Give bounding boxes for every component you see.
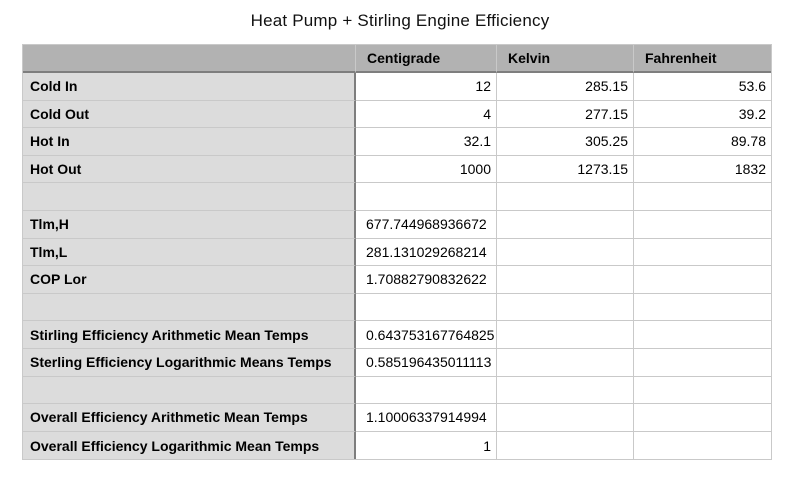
- cell-centigrade: [356, 293, 497, 322]
- cell-kelvin: 1273.15: [497, 155, 634, 184]
- cell-kelvin: [497, 321, 634, 349]
- header-kelvin: Kelvin: [497, 45, 634, 73]
- cell-kelvin: [497, 266, 634, 294]
- cell-kelvin: 305.25: [497, 128, 634, 156]
- efficiency-table: Centigrade Kelvin Fahrenheit Cold In 12 …: [22, 44, 772, 461]
- cell-fahrenheit: 89.78: [634, 128, 771, 156]
- cell-fahrenheit: [634, 266, 771, 294]
- cell-kelvin: [497, 376, 634, 405]
- cell-fahrenheit: [634, 211, 771, 239]
- cell-kelvin: [497, 348, 634, 377]
- row-label: Sterling Efficiency Logarithmic Means Te…: [23, 348, 356, 377]
- cell-fahrenheit: [634, 349, 771, 377]
- cell-fahrenheit: [634, 239, 771, 267]
- cell-kelvin: 285.15: [497, 73, 634, 101]
- cell-kelvin: [497, 210, 634, 239]
- row-label: Stirling Efficiency Arithmetic Mean Temp…: [23, 321, 356, 349]
- cell-kelvin: [497, 238, 634, 267]
- header-centigrade: Centigrade: [356, 45, 497, 73]
- cell-centigrade: 1000: [356, 155, 497, 184]
- cell-centigrade: [356, 376, 497, 405]
- row-label: Cold Out: [23, 100, 356, 129]
- cell-fahrenheit: [634, 404, 771, 432]
- cell-centigrade: 281.131029268214: [356, 238, 497, 267]
- cell-kelvin: [497, 183, 634, 211]
- cell-fahrenheit: 1832: [634, 156, 771, 184]
- cell-centigrade: [356, 183, 497, 211]
- row-label: [23, 293, 356, 322]
- cell-fahrenheit: [634, 183, 771, 211]
- row-label: Overall Efficiency Logarithmic Mean Temp…: [23, 431, 356, 460]
- header-fahrenheit: Fahrenheit: [634, 45, 771, 73]
- cell-fahrenheit: [634, 432, 771, 460]
- cell-fahrenheit: [634, 377, 771, 405]
- row-label: Overall Efficiency Arithmetic Mean Temps: [23, 404, 356, 432]
- header-corner-cell: [23, 45, 356, 73]
- row-label: Hot Out: [23, 155, 356, 184]
- cell-centigrade: 1.10006337914994: [356, 404, 497, 432]
- cell-centigrade: 32.1: [356, 128, 497, 156]
- cell-kelvin: [497, 293, 634, 322]
- cell-centigrade: 0.585196435011113: [356, 348, 497, 377]
- row-label: Tlm,H: [23, 210, 356, 239]
- cell-centigrade: 1.70882790832622: [356, 266, 497, 294]
- cell-kelvin: [497, 404, 634, 432]
- cell-kelvin: 277.15: [497, 100, 634, 129]
- cell-centigrade: 4: [356, 100, 497, 129]
- row-label: Tlm,L: [23, 238, 356, 267]
- page-title: Heat Pump + Stirling Engine Efficiency: [250, 11, 550, 30]
- row-label: [23, 376, 356, 405]
- cell-fahrenheit: 39.2: [634, 101, 771, 129]
- cell-centigrade: 677.744968936672: [356, 210, 497, 239]
- cell-centigrade: 1: [356, 431, 497, 460]
- cell-fahrenheit: [634, 321, 771, 349]
- cell-fahrenheit: [634, 294, 771, 322]
- cell-fahrenheit: 53.6: [634, 73, 771, 101]
- row-label: [23, 183, 356, 211]
- row-label: COP Lor: [23, 266, 356, 294]
- cell-centigrade: 0.643753167764825: [356, 321, 497, 349]
- row-label: Cold In: [23, 73, 356, 101]
- cell-kelvin: [497, 431, 634, 460]
- cell-centigrade: 12: [356, 73, 497, 101]
- row-label: Hot In: [23, 128, 356, 156]
